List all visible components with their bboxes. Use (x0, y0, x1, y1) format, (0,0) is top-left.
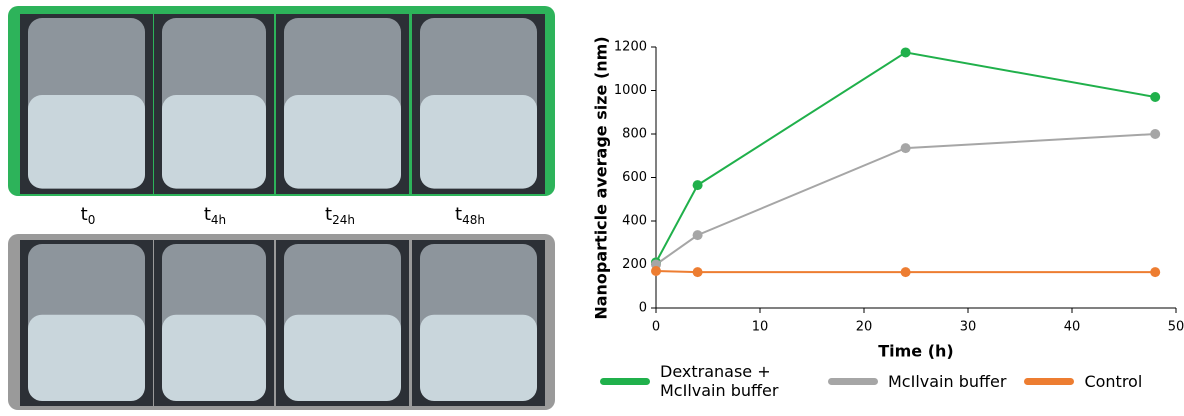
x-tick-label: 50 (1168, 320, 1184, 335)
data-point (900, 267, 911, 278)
time-label: t0 (81, 204, 96, 227)
x-tick-label: 20 (856, 320, 873, 335)
legend-item: Dextranase + McIlvain buffer (600, 362, 810, 400)
vial-liquid (28, 314, 145, 402)
vial-liquid (284, 95, 401, 189)
vial-liquid (420, 314, 537, 402)
time-label-sub: 24h (332, 213, 355, 227)
legend-swatch (1024, 377, 1075, 385)
time-label-base: t (455, 204, 462, 225)
time-label-base: t (204, 204, 211, 225)
data-point (692, 267, 703, 278)
data-point (1150, 267, 1161, 278)
legend-item: Control (1024, 372, 1142, 391)
time-label: t24h (325, 204, 355, 227)
vial-liquid (420, 95, 537, 189)
data-point (900, 47, 911, 58)
y-axis-label: Nanoparticle average size (nm) (592, 36, 611, 319)
legend-item: McIlvain buffer (828, 372, 1006, 391)
x-tick-label: 0 (652, 320, 660, 335)
data-point (900, 143, 911, 154)
series-line (655, 51, 1156, 263)
vial-liquid (162, 314, 266, 402)
chart: Nanoparticle average size (nm) Time (h) … (592, 36, 1184, 361)
y-tick-label: 1200 (614, 40, 647, 55)
legend: Dextranase + McIlvain buffer McIlvain buf… (600, 362, 1180, 400)
data-point (1150, 92, 1161, 103)
x-tick-label: 30 (960, 320, 977, 335)
time-label-base: t (81, 204, 88, 225)
legend-label: Control (1084, 371, 1143, 391)
y-tick-label: 400 (622, 214, 647, 229)
vials (20, 14, 545, 406)
y-tick-label: 600 (622, 170, 647, 185)
data-point (692, 230, 703, 241)
vial-liquid (284, 314, 401, 402)
time-labels: t0 t4h t24h t48h (81, 204, 485, 227)
photo-panel: t0 t4h t24h t48h (8, 6, 555, 410)
y-tick-label: 800 (622, 127, 647, 142)
y-tick-label: 1000 (614, 83, 647, 98)
time-label-sub: 4h (211, 213, 226, 227)
time-label: t48h (455, 204, 485, 227)
time-label-sub: 0 (88, 213, 96, 227)
legend-label: McIlvain buffer (888, 371, 1007, 391)
data-point (692, 180, 703, 191)
time-label-base: t (325, 204, 332, 225)
x-axis-label: Time (h) (878, 342, 954, 361)
x-tick-label: 10 (752, 320, 769, 335)
series-line (655, 270, 1156, 274)
vial-liquid (162, 95, 266, 189)
time-label: t4h (204, 204, 226, 227)
x-tick-label: 40 (1064, 320, 1081, 335)
legend-label: Dextranase + McIlvain buffer (660, 362, 779, 400)
legend-swatch (828, 377, 878, 385)
legend-swatch (600, 377, 650, 385)
vial-liquid (28, 95, 145, 189)
time-label-sub: 48h (462, 213, 485, 227)
data-point (1150, 129, 1161, 139)
series-line (655, 133, 1156, 266)
y-tick-label: 200 (622, 257, 647, 272)
y-tick-label: 0 (639, 301, 647, 316)
data-point (651, 266, 661, 277)
